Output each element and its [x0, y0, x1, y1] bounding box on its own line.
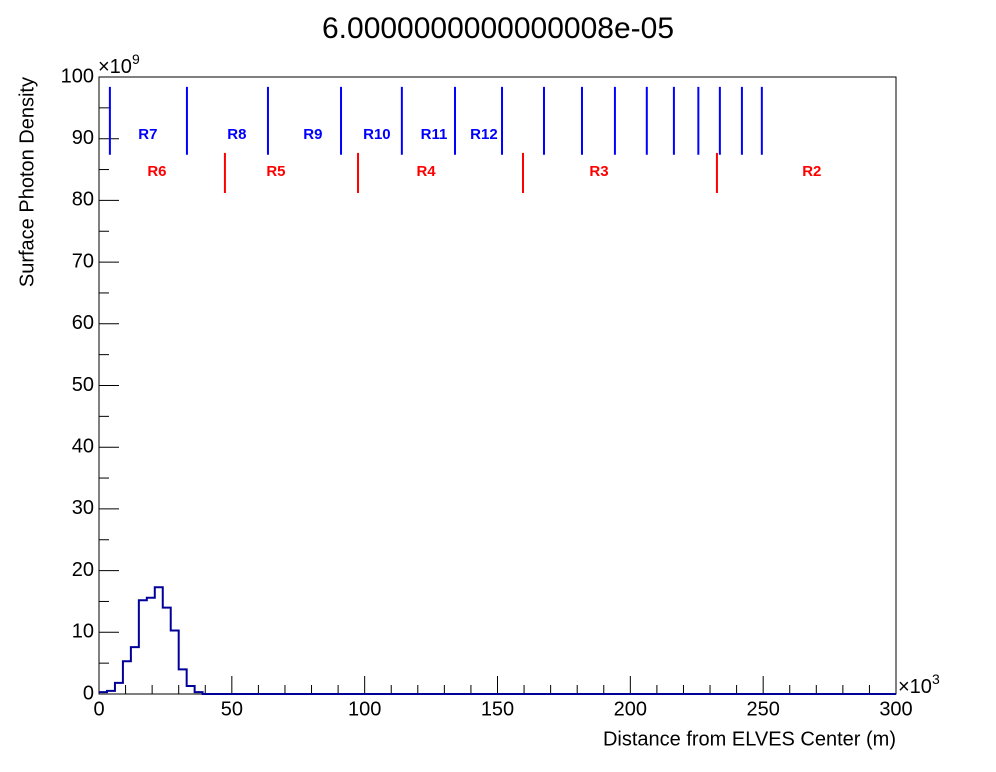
- y-tick-label: 100: [61, 65, 94, 87]
- histogram-bin: [155, 587, 163, 694]
- x-tick-label: 100: [348, 698, 381, 720]
- y-multiplier-base: ×10: [98, 56, 132, 78]
- x-tick-label: 150: [481, 698, 514, 720]
- blue-region-label: R7: [138, 126, 157, 143]
- histogram-bin: [123, 661, 131, 694]
- blue-region-label: R10: [363, 126, 391, 143]
- histogram-bin: [171, 630, 179, 694]
- y-tick-label: 30: [72, 497, 94, 519]
- x-multiplier-base: ×10: [898, 676, 932, 698]
- plot-frame: [98, 76, 897, 695]
- histogram-bin: [179, 669, 187, 694]
- blue-region-label: R11: [421, 126, 448, 143]
- histogram-bin: [131, 647, 139, 694]
- x-tick-label: 250: [746, 698, 779, 720]
- histogram-bin: [187, 686, 195, 694]
- y-tick-label: 10: [72, 621, 94, 643]
- x-multiplier-exp: 3: [932, 671, 940, 687]
- red-region-label: R2: [802, 163, 821, 180]
- x-tick-label: 200: [614, 698, 647, 720]
- x-tick-label: 300: [879, 698, 912, 720]
- red-region-label: R5: [266, 163, 285, 180]
- y-tick-label: 0: [83, 682, 94, 704]
- x-tick-label: 50: [221, 698, 243, 720]
- y-axis-title: Surface Photon Density: [16, 77, 38, 287]
- x-multiplier: ×103: [898, 671, 940, 699]
- y-tick-label: 20: [72, 559, 94, 581]
- y-multiplier: ×109: [98, 51, 140, 79]
- y-multiplier-exp: 9: [132, 51, 140, 67]
- histogram-line: [99, 586, 896, 695]
- red-region-label: R3: [589, 163, 608, 180]
- y-tick-label: 70: [72, 250, 94, 272]
- x-tick-label: 0: [93, 698, 104, 720]
- blue-region-label: R8: [227, 126, 246, 143]
- y-tick-label: 90: [72, 127, 94, 149]
- histogram-bin: [139, 600, 147, 694]
- histogram-bin: [163, 608, 171, 694]
- y-tick-label: 40: [72, 435, 94, 457]
- red-region-label: R4: [416, 163, 436, 180]
- y-tick-label: 60: [72, 312, 94, 334]
- chart-title: 6.0000000000000008e-05: [322, 12, 674, 45]
- histogram-bin: [115, 683, 123, 694]
- y-tick-label: 50: [72, 374, 94, 396]
- x-axis-title: Distance from ELVES Center (m): [603, 728, 896, 750]
- blue-region-label: R12: [470, 126, 498, 143]
- y-tick-label: 80: [72, 189, 94, 211]
- histogram-bin: [147, 598, 155, 694]
- red-region-label: R6: [147, 163, 166, 180]
- blue-region-label: R9: [303, 126, 322, 143]
